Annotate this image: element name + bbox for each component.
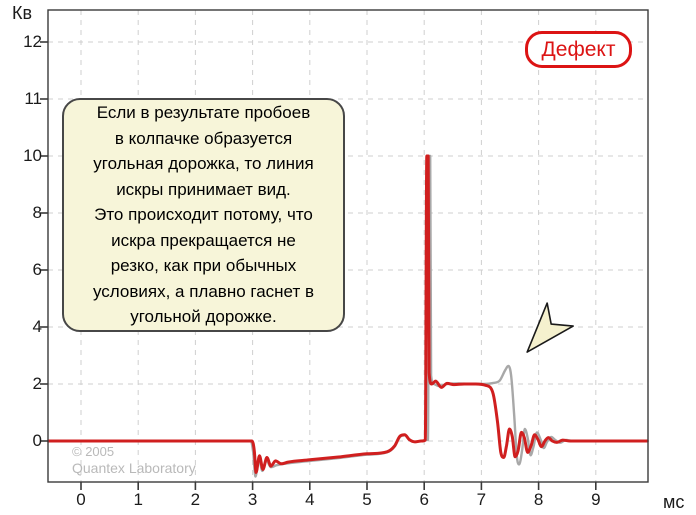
y-tick-label: 2	[32, 374, 42, 393]
x-tick-label: 5	[362, 490, 372, 509]
y-axis-unit-label: Кв	[12, 3, 33, 23]
x-tick-label: 2	[190, 490, 201, 509]
y-tick-label: 10	[23, 146, 42, 165]
x-tick-label: 8	[533, 490, 544, 509]
y-tick-label: 8	[32, 203, 42, 222]
copyright-watermark: © 2005 Quantex Laboratory	[72, 444, 196, 476]
x-tick-label: 4	[305, 490, 315, 509]
x-tick-label: 9	[591, 490, 601, 509]
x-tick-label: 3	[247, 490, 258, 509]
x-tick-label: 0	[76, 490, 86, 509]
y-tick-label: 11	[24, 89, 42, 108]
x-tick-label: 1	[133, 490, 143, 509]
y-tick-label: 0	[32, 431, 42, 450]
explanation-note: Если в результате пробоев в колпачке обр…	[62, 98, 345, 332]
spark-line-defect-red	[46, 154, 649, 474]
y-tick-label: 12	[23, 32, 42, 51]
x-axis-unit-label: мс	[663, 492, 685, 512]
x-tick-label: 6	[419, 490, 429, 509]
pointer-arrow-annotation	[526, 302, 574, 353]
copyright-lab: Quantex Laboratory	[72, 460, 196, 476]
plot-frame	[47, 9, 649, 483]
defect-status-badge: Дефект	[525, 31, 632, 68]
y-tick-label: 4	[32, 317, 42, 336]
copyright-year: © 2005	[72, 444, 115, 459]
x-tick-label: 7	[476, 490, 487, 509]
y-tick-label: 6	[32, 260, 42, 279]
spark-line-carbon-track-gray	[47, 154, 649, 478]
